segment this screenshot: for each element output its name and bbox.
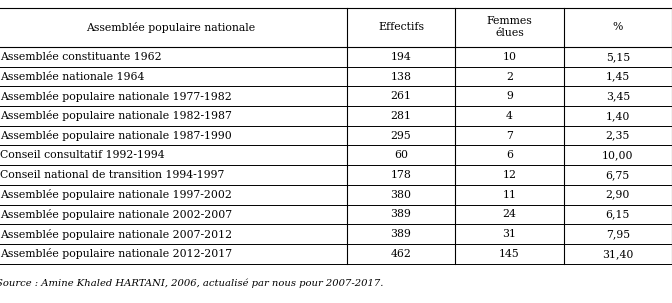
Bar (564, 205, 672, 224)
Bar (0, 185, 347, 205)
Text: 3,45: 3,45 (605, 91, 630, 101)
Bar (0, 67, 347, 86)
Bar (564, 126, 672, 145)
Bar (455, 205, 564, 224)
Bar (0, 86, 347, 106)
Text: 2,90: 2,90 (605, 190, 630, 200)
Text: Assemblée populaire nationale 1987-1990: Assemblée populaire nationale 1987-1990 (0, 130, 232, 141)
Text: Assemblée populaire nationale 1977-1982: Assemblée populaire nationale 1977-1982 (0, 91, 232, 102)
Bar (347, 205, 455, 224)
Bar (0, 126, 347, 145)
Bar (347, 67, 455, 86)
Text: 145: 145 (499, 249, 520, 259)
Text: 12: 12 (503, 170, 516, 180)
Text: 389: 389 (390, 229, 411, 239)
Bar (455, 106, 564, 126)
Bar (564, 86, 672, 106)
Text: 5,15: 5,15 (605, 52, 630, 62)
Bar (564, 165, 672, 185)
Text: 6,15: 6,15 (605, 209, 630, 219)
Text: 380: 380 (390, 190, 411, 200)
Bar (564, 67, 672, 86)
Text: 7,95: 7,95 (605, 229, 630, 239)
Text: Assemblée constituante 1962: Assemblée constituante 1962 (0, 52, 162, 62)
Bar (347, 145, 455, 165)
Text: 295: 295 (390, 131, 411, 141)
Text: 31: 31 (503, 229, 516, 239)
Text: Assemblée populaire nationale 1997-2002: Assemblée populaire nationale 1997-2002 (0, 189, 232, 200)
Bar (347, 106, 455, 126)
Text: Assemblée populaire nationale: Assemblée populaire nationale (86, 22, 255, 33)
Bar (347, 47, 455, 67)
Text: 9: 9 (506, 91, 513, 101)
Text: 1,45: 1,45 (605, 72, 630, 82)
Text: 2: 2 (506, 72, 513, 82)
Bar (455, 244, 564, 264)
Text: 2,35: 2,35 (605, 131, 630, 141)
Bar (455, 145, 564, 165)
Text: 10,00: 10,00 (602, 150, 634, 160)
Bar (564, 244, 672, 264)
Bar (455, 86, 564, 106)
Text: %: % (613, 22, 623, 32)
Bar (347, 185, 455, 205)
Bar (455, 67, 564, 86)
Bar (564, 145, 672, 165)
Bar (455, 224, 564, 244)
Text: 31,40: 31,40 (602, 249, 634, 259)
Text: 281: 281 (390, 111, 411, 121)
Text: Effectifs: Effectifs (378, 22, 424, 32)
Bar (347, 86, 455, 106)
Text: 389: 389 (390, 209, 411, 219)
Bar (347, 224, 455, 244)
Text: 261: 261 (390, 91, 411, 101)
Bar (347, 126, 455, 145)
Text: Assemblée populaire nationale 2007-2012: Assemblée populaire nationale 2007-2012 (0, 228, 232, 240)
Text: Assemblée populaire nationale 1982-1987: Assemblée populaire nationale 1982-1987 (0, 110, 232, 122)
Bar (0, 145, 347, 165)
Text: 1,40: 1,40 (605, 111, 630, 121)
Text: 10: 10 (503, 52, 516, 62)
Bar (455, 126, 564, 145)
Text: 24: 24 (503, 209, 516, 219)
Text: Assemblée nationale 1964: Assemblée nationale 1964 (0, 72, 144, 82)
Bar (564, 185, 672, 205)
Text: 4: 4 (506, 111, 513, 121)
Bar (455, 47, 564, 67)
Text: 462: 462 (390, 249, 411, 259)
Text: 138: 138 (390, 72, 411, 82)
Text: 7: 7 (506, 131, 513, 141)
Text: 6: 6 (506, 150, 513, 160)
Bar (564, 106, 672, 126)
Bar (455, 185, 564, 205)
Text: 11: 11 (503, 190, 516, 200)
Bar (0, 47, 347, 67)
Bar (455, 165, 564, 185)
Bar (0, 205, 347, 224)
Bar (564, 47, 672, 67)
Text: Assemblée populaire nationale 2012-2017: Assemblée populaire nationale 2012-2017 (0, 248, 232, 259)
Text: Conseil consultatif 1992-1994: Conseil consultatif 1992-1994 (0, 150, 165, 160)
Text: 60: 60 (394, 150, 408, 160)
Bar (0, 244, 347, 264)
Bar (0, 106, 347, 126)
Bar (347, 165, 455, 185)
Text: Assemblée populaire nationale 2002-2007: Assemblée populaire nationale 2002-2007 (0, 209, 232, 220)
Text: 178: 178 (390, 170, 411, 180)
Bar (0, 224, 347, 244)
Text: 6,75: 6,75 (605, 170, 630, 180)
Text: Conseil national de transition 1994-1997: Conseil national de transition 1994-1997 (0, 170, 224, 180)
Bar (0, 165, 347, 185)
Text: 194: 194 (390, 52, 411, 62)
Bar (564, 224, 672, 244)
Text: Source : Amine Khaled HARTANI, 2006, actualisé par nous pour 2007-2017.: Source : Amine Khaled HARTANI, 2006, act… (0, 278, 383, 288)
Bar (347, 244, 455, 264)
Text: Femmes
élues: Femmes élues (487, 16, 532, 38)
